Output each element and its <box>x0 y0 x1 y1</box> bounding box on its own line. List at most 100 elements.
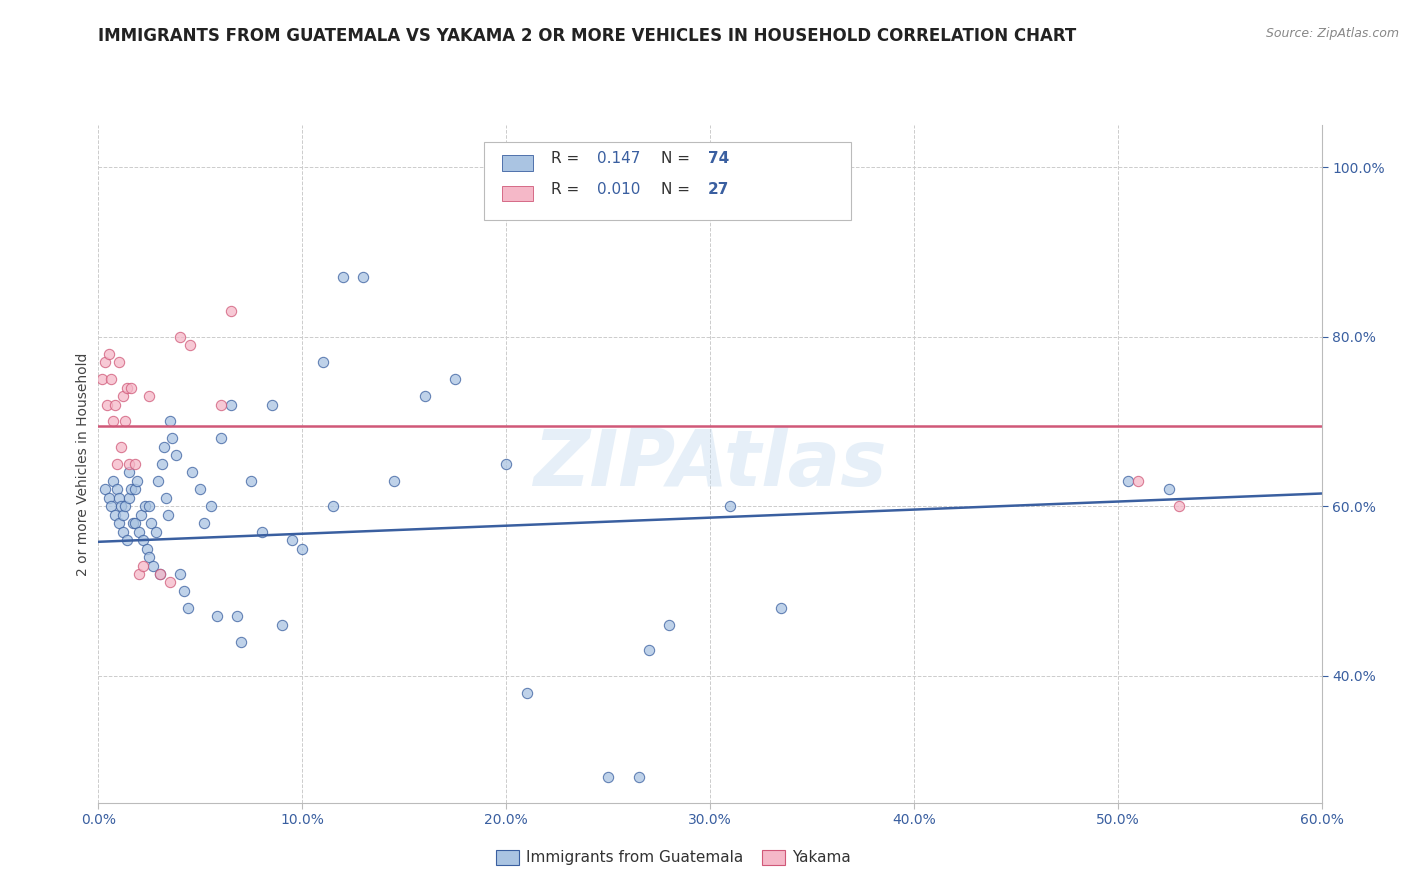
Point <box>104 398 127 412</box>
Text: R =: R = <box>551 152 583 166</box>
Point <box>231 635 253 649</box>
Text: 0.147: 0.147 <box>598 152 641 166</box>
Point <box>250 524 273 539</box>
Point <box>149 567 172 582</box>
Point <box>129 508 152 522</box>
Point <box>100 500 122 514</box>
Point <box>226 609 249 624</box>
Point <box>124 516 146 530</box>
FancyBboxPatch shape <box>502 155 533 170</box>
Point <box>627 770 650 785</box>
Point <box>128 524 150 539</box>
Point <box>188 483 212 497</box>
FancyBboxPatch shape <box>502 186 533 202</box>
Point <box>138 500 160 514</box>
Text: ZIPAtlas: ZIPAtlas <box>533 425 887 502</box>
Text: 27: 27 <box>707 182 728 197</box>
FancyBboxPatch shape <box>484 142 851 219</box>
Point <box>138 549 160 565</box>
Point <box>260 398 283 412</box>
Point <box>205 609 228 624</box>
Point <box>413 389 436 403</box>
Point <box>132 558 155 573</box>
Point <box>118 457 141 471</box>
Point <box>118 466 141 480</box>
Point <box>97 347 120 361</box>
Point <box>141 516 163 530</box>
Point <box>91 372 114 386</box>
Point <box>219 398 242 412</box>
Point <box>118 491 141 505</box>
Point <box>160 432 183 446</box>
Point <box>96 398 118 412</box>
Point <box>122 516 145 530</box>
Point <box>127 474 149 488</box>
Point <box>111 524 134 539</box>
Point <box>1128 474 1150 488</box>
Point <box>115 533 138 547</box>
Point <box>93 483 115 497</box>
Point <box>132 533 155 547</box>
Point <box>770 601 793 615</box>
Point <box>134 500 156 514</box>
Point <box>110 500 132 514</box>
Point <box>209 398 232 412</box>
Text: Source: ZipAtlas.com: Source: ZipAtlas.com <box>1265 27 1399 40</box>
Point <box>200 500 222 514</box>
Point <box>169 567 191 582</box>
Point <box>138 389 160 403</box>
Text: N =: N = <box>661 182 695 197</box>
Point <box>159 575 181 590</box>
Point <box>115 381 138 395</box>
Text: 74: 74 <box>707 152 728 166</box>
Point <box>108 516 131 530</box>
Point <box>159 415 181 429</box>
Point <box>97 491 120 505</box>
Point <box>270 617 294 632</box>
Point <box>382 474 405 488</box>
Point <box>105 483 128 497</box>
Point <box>720 500 742 514</box>
Point <box>150 457 173 471</box>
Point <box>105 457 128 471</box>
Text: R =: R = <box>551 182 583 197</box>
Point <box>128 567 150 582</box>
Point <box>658 617 681 632</box>
Point <box>177 601 200 615</box>
Point <box>516 686 538 700</box>
Point <box>124 483 146 497</box>
Point <box>312 355 335 369</box>
Point <box>240 474 263 488</box>
Text: 0.010: 0.010 <box>598 182 641 197</box>
Point <box>598 770 620 785</box>
Point <box>101 474 124 488</box>
Point <box>1157 483 1180 497</box>
Point <box>114 415 136 429</box>
Point <box>193 516 215 530</box>
Text: N =: N = <box>661 152 695 166</box>
Point <box>156 508 179 522</box>
Point <box>444 372 467 386</box>
Text: IMMIGRANTS FROM GUATEMALA VS YAKAMA 2 OR MORE VEHICLES IN HOUSEHOLD CORRELATION : IMMIGRANTS FROM GUATEMALA VS YAKAMA 2 OR… <box>98 27 1077 45</box>
Point <box>93 355 115 369</box>
Point <box>638 643 661 657</box>
Point <box>291 541 314 556</box>
Point <box>114 500 136 514</box>
Point <box>146 474 169 488</box>
Point <box>110 440 132 454</box>
Point <box>108 355 131 369</box>
Point <box>111 508 134 522</box>
Point <box>173 584 195 599</box>
Point <box>322 500 344 514</box>
Point <box>169 330 191 344</box>
Point <box>104 508 127 522</box>
Point <box>145 524 167 539</box>
Point <box>495 457 517 471</box>
Point <box>120 483 142 497</box>
Point <box>124 457 146 471</box>
Legend: Immigrants from Guatemala, Yakama: Immigrants from Guatemala, Yakama <box>488 842 859 873</box>
Point <box>209 432 232 446</box>
Point <box>181 466 204 480</box>
Point <box>179 338 201 352</box>
Point <box>332 270 354 285</box>
